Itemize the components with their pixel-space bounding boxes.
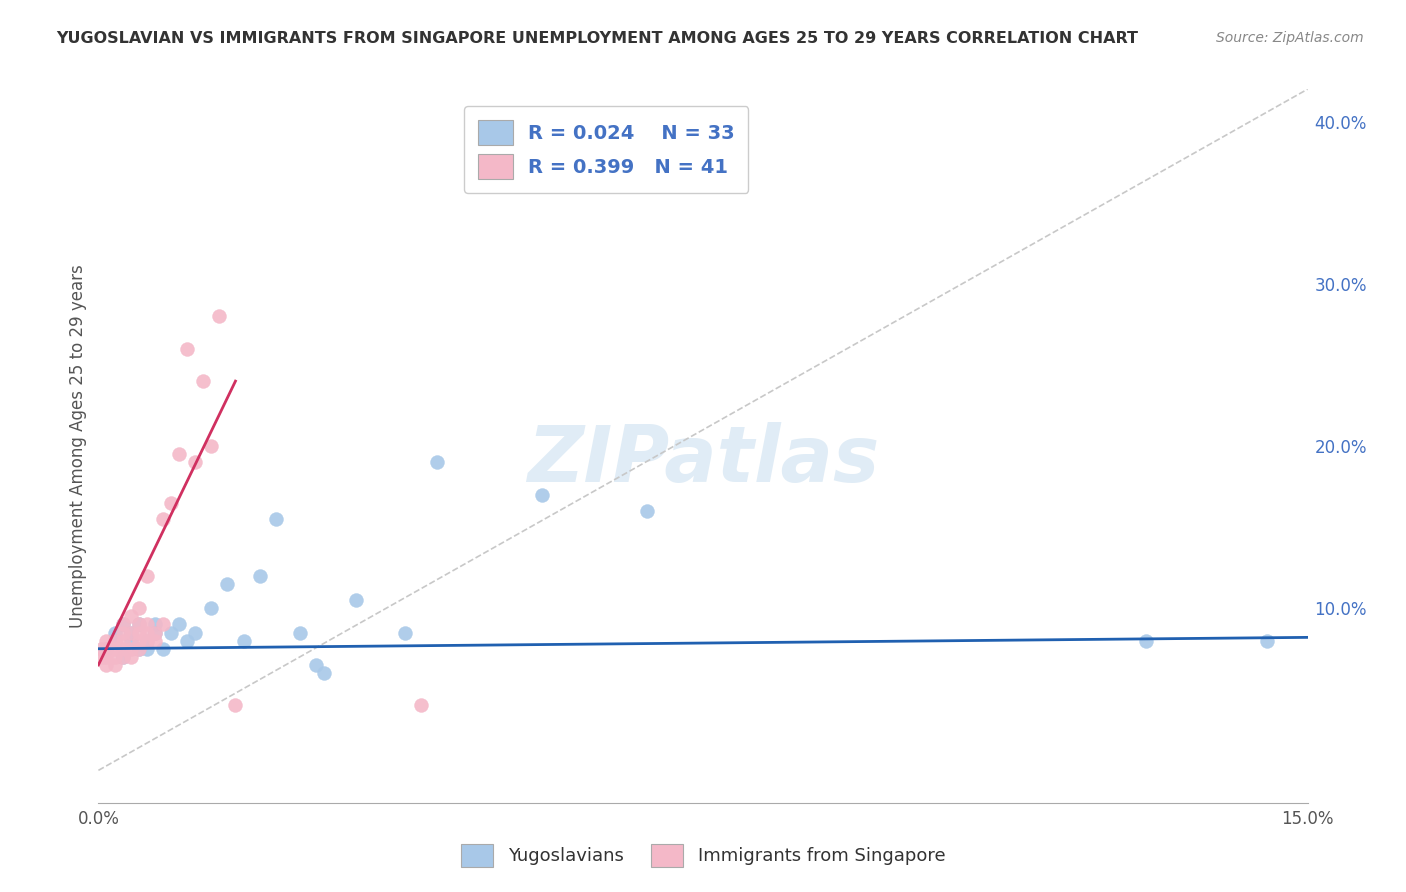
Point	[176, 633, 198, 648]
Point	[103, 649, 125, 664]
Point	[426, 455, 449, 469]
Point	[96, 641, 118, 656]
Point	[103, 641, 125, 656]
Point	[314, 666, 336, 681]
Point	[135, 617, 157, 632]
Text: YUGOSLAVIAN VS IMMIGRANTS FROM SINGAPORE UNEMPLOYMENT AMONG AGES 25 TO 29 YEARS : YUGOSLAVIAN VS IMMIGRANTS FROM SINGAPORE…	[56, 31, 1139, 46]
Point	[344, 593, 367, 607]
Point	[305, 657, 328, 672]
Point	[217, 577, 239, 591]
Point	[152, 641, 174, 656]
Point	[128, 633, 150, 648]
Legend: Yugoslavians, Immigrants from Singapore: Yugoslavians, Immigrants from Singapore	[454, 837, 952, 874]
Point	[264, 512, 287, 526]
Point	[288, 625, 311, 640]
Point	[128, 641, 150, 656]
Point	[120, 649, 142, 664]
Point	[111, 649, 134, 664]
Point	[200, 601, 222, 615]
Point	[176, 342, 198, 356]
Point	[128, 617, 150, 632]
Point	[143, 625, 166, 640]
Point	[103, 625, 125, 640]
Point	[120, 641, 142, 656]
Point	[409, 698, 432, 713]
Point	[103, 633, 125, 648]
Point	[1256, 633, 1278, 648]
Point	[530, 488, 553, 502]
Point	[193, 374, 215, 388]
Point	[128, 641, 150, 656]
Point	[135, 633, 157, 648]
Point	[96, 657, 118, 672]
Point	[96, 649, 118, 664]
Point	[111, 617, 134, 632]
Point	[91, 649, 114, 664]
Point	[208, 310, 231, 324]
Point	[152, 512, 174, 526]
Point	[224, 698, 246, 713]
Point	[167, 447, 190, 461]
Point	[96, 641, 118, 656]
Point	[120, 609, 142, 624]
Point	[111, 649, 134, 664]
Point	[111, 633, 134, 648]
Point	[160, 625, 183, 640]
Text: Source: ZipAtlas.com: Source: ZipAtlas.com	[1216, 31, 1364, 45]
Point	[96, 633, 118, 648]
Point	[111, 641, 134, 656]
Point	[135, 633, 157, 648]
Point	[143, 625, 166, 640]
Point	[636, 504, 658, 518]
Point	[120, 633, 142, 648]
Point	[160, 496, 183, 510]
Y-axis label: Unemployment Among Ages 25 to 29 years: Unemployment Among Ages 25 to 29 years	[69, 264, 87, 628]
Point	[135, 641, 157, 656]
Point	[111, 625, 134, 640]
Point	[135, 625, 157, 640]
Point	[143, 617, 166, 632]
Point	[128, 601, 150, 615]
Point	[200, 439, 222, 453]
Legend: R = 0.024    N = 33, R = 0.399   N = 41: R = 0.024 N = 33, R = 0.399 N = 41	[464, 106, 748, 193]
Point	[90, 641, 112, 656]
Point	[120, 625, 142, 640]
Point	[128, 617, 150, 632]
Point	[1135, 633, 1157, 648]
Point	[128, 625, 150, 640]
Point	[111, 617, 134, 632]
Point	[184, 455, 207, 469]
Point	[249, 568, 271, 582]
Point	[394, 625, 416, 640]
Point	[120, 625, 142, 640]
Point	[184, 625, 207, 640]
Point	[152, 617, 174, 632]
Point	[103, 633, 125, 648]
Text: ZIPatlas: ZIPatlas	[527, 422, 879, 499]
Point	[103, 657, 125, 672]
Point	[167, 617, 190, 632]
Point	[143, 633, 166, 648]
Point	[135, 568, 157, 582]
Point	[232, 633, 254, 648]
